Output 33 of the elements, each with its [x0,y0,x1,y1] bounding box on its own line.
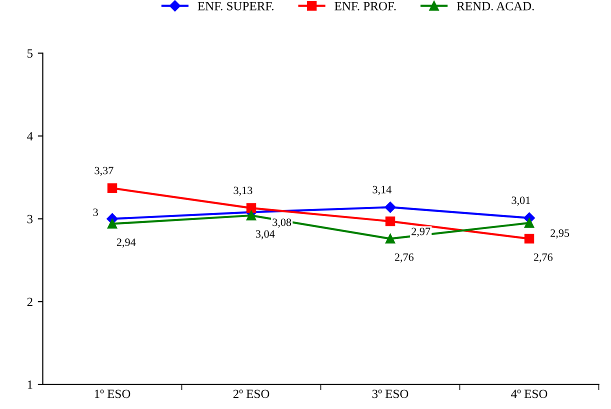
data-label: 3,14 [372,186,392,195]
point [385,216,396,226]
point [107,218,118,229]
y-tick-label: 1 [28,380,32,389]
y-tick-label: 3 [27,214,33,224]
data-label: 3,08 [272,218,292,228]
point [524,218,534,228]
data-label: 2,95 [550,229,570,238]
point [246,203,256,213]
legend-label: ENF. SUPERF. [198,2,274,10]
data-label: 3 [93,208,98,216]
data-label: 2,97 [412,228,430,237]
y-tick-label: 5 [28,49,33,58]
data-label: 2,94 [116,238,136,248]
legend-label: REND. ACAD. [456,2,534,10]
data-label: 3,37 [94,166,114,176]
data-label: 3,01 [512,196,530,206]
point [384,202,396,213]
data-label: 3,13 [234,186,252,196]
x-tick-label: 4º ESO [511,390,548,398]
point [246,210,256,220]
point [107,183,118,194]
data-label: 3,04 [256,230,275,240]
point [385,234,396,244]
x-tick-label: 3º ESO [372,390,408,398]
data-label: 2,76 [394,253,414,263]
x-tick-label: 1º ESO [94,390,130,398]
y-tick-label: 2 [27,298,32,306]
y-tick-label: 4 [27,132,33,140]
legend-label: ENF. PROF. [334,2,396,10]
data-label: 2,76 [534,253,553,263]
point [524,234,534,244]
x-tick-label: 2º ESO [233,390,270,398]
